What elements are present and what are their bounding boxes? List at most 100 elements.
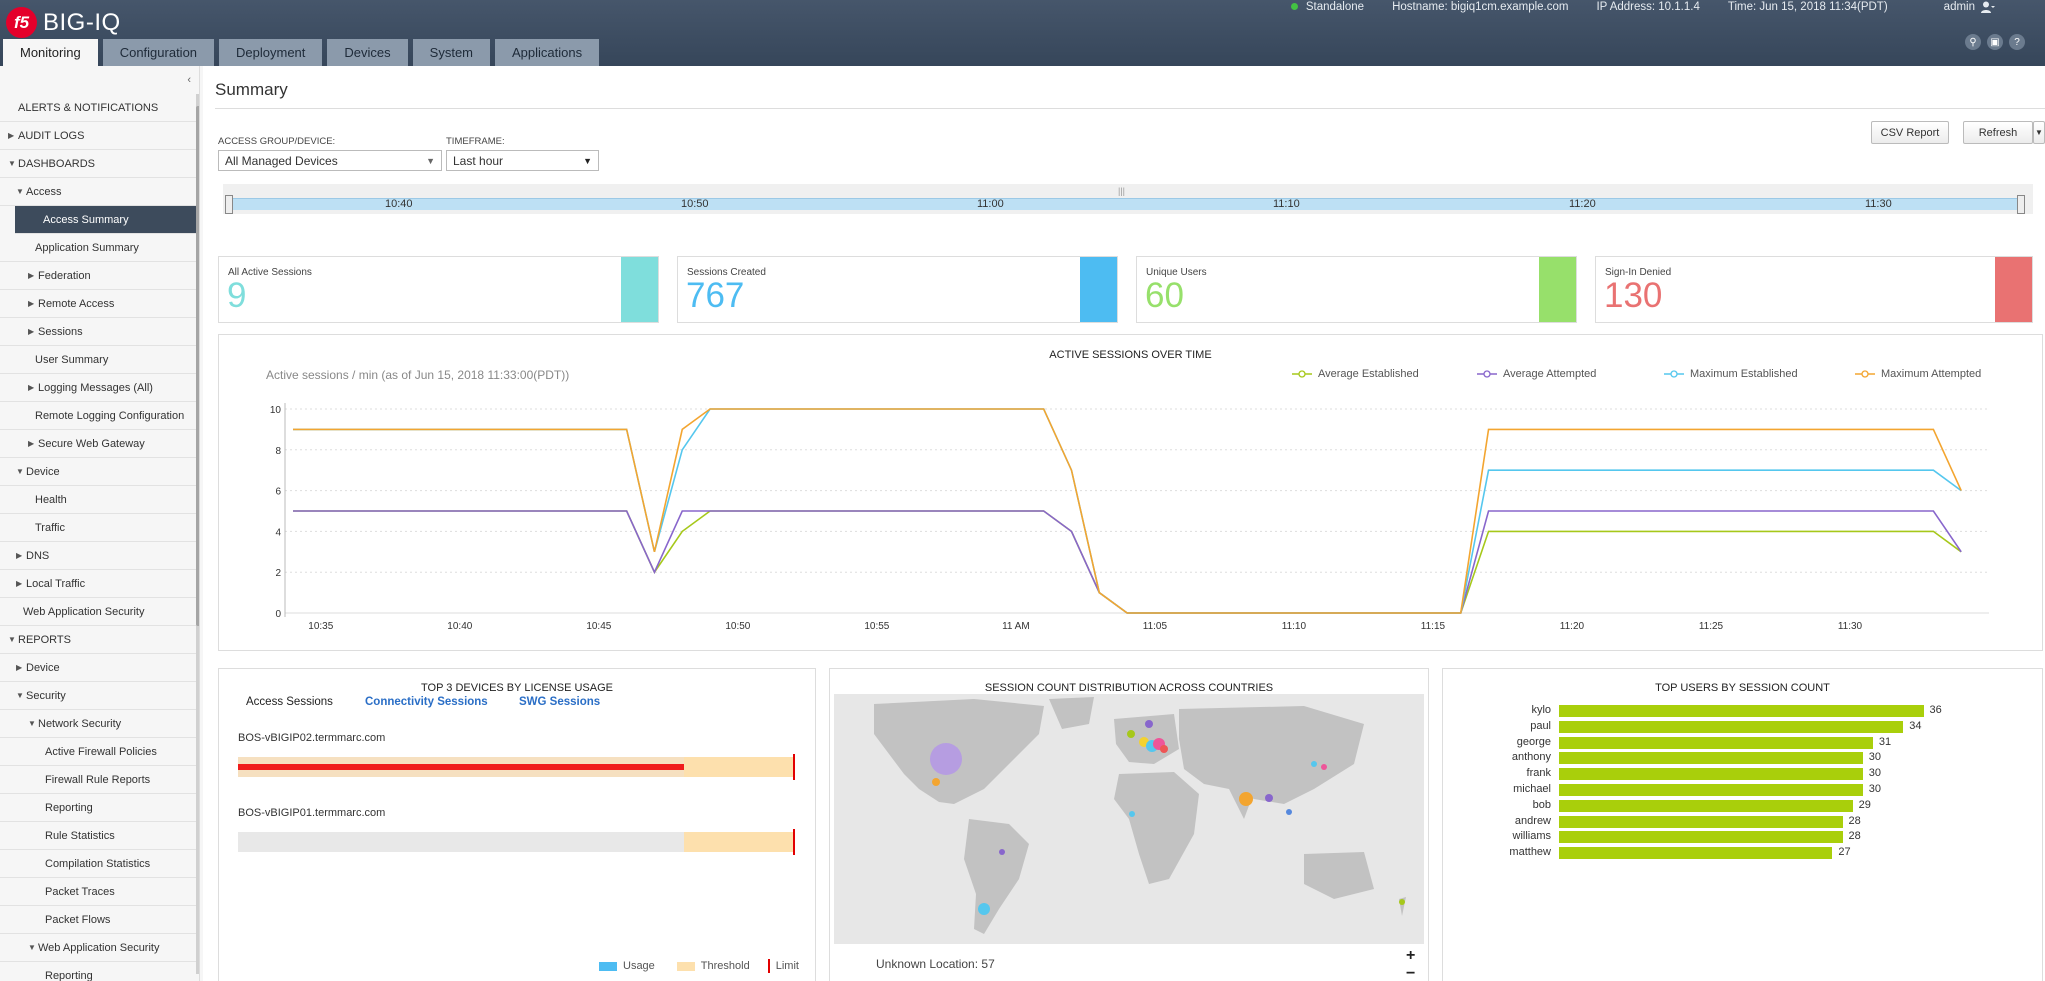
sidebar-item[interactable]: ▼ Device <box>0 458 196 486</box>
sidebar-item[interactable]: Reporting <box>0 962 196 981</box>
expand-icon[interactable]: ▶ <box>16 551 23 560</box>
expand-icon[interactable]: ▶ <box>16 663 23 672</box>
bubble-scandinavia[interactable] <box>1145 720 1153 728</box>
kpi-sign-in-denied[interactable]: Sign-In Denied 130 <box>1595 256 2033 323</box>
kpi-active-sessions[interactable]: All Active Sessions 9 <box>218 256 659 323</box>
refresh-button[interactable]: Refresh <box>1963 121 2033 144</box>
sidebar-scroll-thumb[interactable] <box>196 106 199 626</box>
sidebar-item[interactable]: ALERTS & NOTIFICATIONS <box>0 94 196 122</box>
sidebar-item[interactable]: ▶ Local Traffic <box>0 570 196 598</box>
expand-icon[interactable]: ▶ <box>28 299 35 308</box>
drag-grip-icon[interactable]: ||| <box>1118 186 1126 196</box>
sidebar-item[interactable]: Health <box>0 486 196 514</box>
bubble-peru[interactable] <box>999 849 1005 855</box>
sidebar-item[interactable]: ▼ Network Security <box>0 710 196 738</box>
collapse-sidebar-icon[interactable]: ‹ <box>187 74 191 86</box>
collapse-icon[interactable]: ▼ <box>28 719 36 728</box>
expand-icon[interactable]: ▶ <box>28 383 35 392</box>
expand-icon[interactable]: ▶ <box>28 327 35 336</box>
sidebar-item[interactable]: Remote Logging Configuration <box>0 402 196 430</box>
bubble-nz[interactable] <box>1399 899 1405 905</box>
tab-connectivity-sessions[interactable]: Connectivity Sessions <box>365 696 488 708</box>
collapse-icon[interactable]: ▼ <box>28 943 36 952</box>
expand-icon[interactable]: ▶ <box>16 579 23 588</box>
user-bar[interactable] <box>1559 720 1904 733</box>
sidebar-item[interactable]: ▶ DNS <box>0 542 196 570</box>
legend-item[interactable]: Maximum Established <box>1664 368 1798 380</box>
zoom-in-button[interactable]: + <box>1406 947 1416 964</box>
collapse-icon[interactable]: ▼ <box>16 467 24 476</box>
sidebar-item[interactable]: ▶ Sessions <box>0 318 196 346</box>
kpi-unique-users[interactable]: Unique Users 60 <box>1136 256 1577 323</box>
sidebar-item[interactable]: Packet Traces <box>0 878 196 906</box>
collapse-icon[interactable]: ▼ <box>16 187 24 196</box>
sidebar-item[interactable]: Application Summary <box>0 234 196 262</box>
bubble-china[interactable] <box>1311 761 1317 767</box>
user-bar[interactable] <box>1559 705 1924 717</box>
bubble-argentina[interactable] <box>978 903 990 915</box>
sidebar-item[interactable]: Packet Flows <box>0 906 196 934</box>
tab-devices[interactable]: Devices <box>327 39 408 66</box>
tab-deployment[interactable]: Deployment <box>219 39 323 66</box>
sidebar-item[interactable]: ▶ Federation <box>0 262 196 290</box>
sidebar-item[interactable]: User Summary <box>0 346 196 374</box>
tab-access-sessions[interactable]: Access Sessions <box>246 696 333 708</box>
user-bar[interactable] <box>1559 752 1863 765</box>
bubble-mexico[interactable] <box>932 778 940 786</box>
user-bar[interactable] <box>1559 768 1863 781</box>
tab-monitoring[interactable]: Monitoring <box>3 39 98 66</box>
expand-icon[interactable]: ▶ <box>8 131 15 140</box>
legend-item[interactable]: Maximum Attempted <box>1855 368 1981 380</box>
user-bar[interactable] <box>1559 831 1843 844</box>
refresh-dropdown-icon[interactable]: ▼ <box>2033 121 2045 144</box>
help-icon[interactable]: ? <box>2009 34 2025 50</box>
user-bar[interactable] <box>1559 847 1833 860</box>
csv-report-button[interactable]: CSV Report <box>1871 121 1949 144</box>
timeframe-select[interactable]: Last hour ▼ <box>446 150 599 171</box>
expand-icon[interactable]: ▶ <box>28 439 35 448</box>
legend-item[interactable]: Average Established <box>1292 368 1419 380</box>
bubble-philippines[interactable] <box>1286 809 1292 815</box>
sidebar-item[interactable]: ▼ Web Application Security <box>0 934 196 962</box>
time-range-bar[interactable] <box>231 198 2021 210</box>
sidebar-item[interactable]: ▶ Secure Web Gateway <box>0 430 196 458</box>
legend-item[interactable]: Average Attempted <box>1477 368 1596 380</box>
bubble-italy[interactable] <box>1160 745 1168 753</box>
user-menu[interactable]: admin <box>1916 1 1995 13</box>
sidebar-item[interactable]: ▶ Remote Access <box>0 290 196 318</box>
user-bar[interactable] <box>1559 784 1863 796</box>
bubble-japan[interactable] <box>1321 764 1327 770</box>
bubble-west-africa[interactable] <box>1129 811 1135 817</box>
sidebar-item[interactable]: ▼ DASHBOARDS <box>0 150 196 178</box>
sidebar-item[interactable]: Reporting <box>0 794 196 822</box>
sidebar-item[interactable]: Active Firewall Policies <box>0 738 196 766</box>
sidebar-item[interactable]: ▶ Device <box>0 654 196 682</box>
sidebar-item[interactable]: Firewall Rule Reports <box>0 766 196 794</box>
zoom-out-button[interactable]: − <box>1406 965 1416 981</box>
search-icon[interactable]: ⚲ <box>1965 34 1981 50</box>
bubble-india[interactable] <box>1239 792 1253 806</box>
range-start-handle[interactable] <box>225 195 233 214</box>
sidebar-item[interactable]: Web Application Security <box>0 598 196 626</box>
tab-applications[interactable]: Applications <box>495 39 600 66</box>
range-end-handle[interactable] <box>2017 195 2025 214</box>
bubble-usa[interactable] <box>930 743 962 775</box>
sidebar-item[interactable]: ▼ Access <box>0 178 196 206</box>
sidebar-item[interactable]: ▼ Security <box>0 682 196 710</box>
world-map[interactable] <box>834 694 1424 954</box>
user-bar[interactable] <box>1559 815 1843 828</box>
bubble-thailand[interactable] <box>1265 794 1273 802</box>
book-icon[interactable]: ▣ <box>1987 34 2003 50</box>
collapse-icon[interactable]: ▼ <box>8 159 16 168</box>
sidebar-item[interactable]: Rule Statistics <box>0 822 196 850</box>
tab-swg-sessions[interactable]: SWG Sessions <box>519 696 601 708</box>
bubble-uk[interactable] <box>1127 730 1135 738</box>
sidebar-item[interactable]: ▶ Logging Messages (All) <box>0 374 196 402</box>
user-bar[interactable] <box>1559 799 1853 812</box>
sidebar-item[interactable]: ▼ REPORTS <box>0 626 196 654</box>
collapse-icon[interactable]: ▼ <box>16 691 24 700</box>
user-bar[interactable] <box>1559 736 1873 749</box>
sidebar-item[interactable]: ▶ AUDIT LOGS <box>0 122 196 150</box>
tab-configuration[interactable]: Configuration <box>102 39 215 66</box>
collapse-icon[interactable]: ▼ <box>8 635 16 644</box>
